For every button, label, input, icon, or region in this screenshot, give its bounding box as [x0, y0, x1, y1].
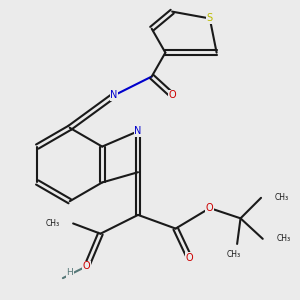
Text: CH₃: CH₃: [226, 250, 241, 259]
Text: CH₃: CH₃: [275, 193, 289, 202]
Text: O: O: [83, 261, 91, 271]
Text: O: O: [185, 253, 193, 262]
Text: O: O: [168, 90, 176, 100]
Text: N: N: [110, 90, 118, 100]
Text: O: O: [206, 203, 214, 213]
Text: H: H: [66, 268, 73, 278]
Text: CH₃: CH₃: [276, 234, 290, 243]
Text: N: N: [134, 126, 142, 136]
Text: CH₃: CH₃: [45, 219, 59, 228]
Text: S: S: [207, 14, 213, 23]
